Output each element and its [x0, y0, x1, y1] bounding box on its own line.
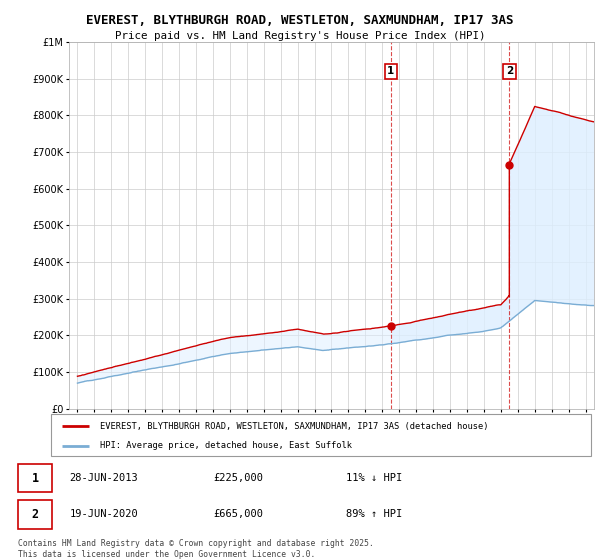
Text: EVEREST, BLYTHBURGH ROAD, WESTLETON, SAXMUNDHAM, IP17 3AS: EVEREST, BLYTHBURGH ROAD, WESTLETON, SAX…	[86, 14, 514, 27]
Text: 19-JUN-2020: 19-JUN-2020	[70, 510, 139, 519]
Text: 28-JUN-2013: 28-JUN-2013	[70, 473, 139, 483]
Text: HPI: Average price, detached house, East Suffolk: HPI: Average price, detached house, East…	[100, 441, 352, 450]
Text: 1: 1	[387, 66, 394, 76]
Text: 2: 2	[506, 66, 513, 76]
Bar	[18, 464, 52, 492]
Text: EVEREST, BLYTHBURGH ROAD, WESTLETON, SAXMUNDHAM, IP17 3AS (detached house): EVEREST, BLYTHBURGH ROAD, WESTLETON, SAX…	[100, 422, 488, 431]
Text: 11% ↓ HPI: 11% ↓ HPI	[346, 473, 403, 483]
Text: £225,000: £225,000	[214, 473, 263, 483]
Text: 2: 2	[31, 508, 38, 521]
Text: 89% ↑ HPI: 89% ↑ HPI	[346, 510, 403, 519]
Text: £665,000: £665,000	[214, 510, 263, 519]
Text: 1: 1	[31, 472, 38, 484]
Text: Price paid vs. HM Land Registry's House Price Index (HPI): Price paid vs. HM Land Registry's House …	[115, 31, 485, 41]
Text: Contains HM Land Registry data © Crown copyright and database right 2025.
This d: Contains HM Land Registry data © Crown c…	[18, 539, 374, 559]
Bar	[18, 500, 52, 529]
